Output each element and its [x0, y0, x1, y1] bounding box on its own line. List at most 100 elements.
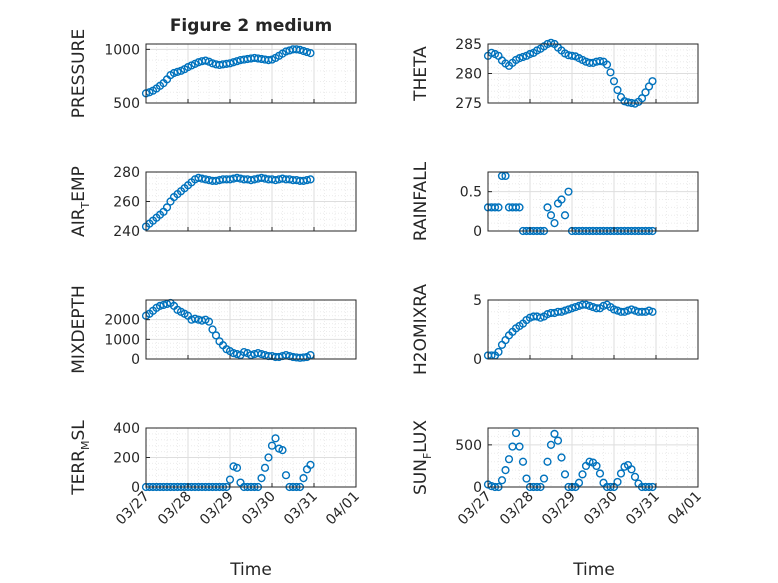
data-point: [585, 301, 594, 311]
y-tick-label: 200: [113, 451, 140, 467]
y-axis-label: H2OMIXRA: [411, 284, 431, 375]
data-point: [515, 442, 524, 451]
data-point: [595, 57, 605, 66]
data-point: [644, 306, 654, 315]
axes-box: [487, 171, 699, 232]
data-point: [264, 55, 273, 65]
data-point: [564, 187, 573, 196]
data-point: [592, 461, 601, 471]
data-point: [494, 347, 503, 357]
data-point: [162, 203, 172, 212]
data-point: [567, 51, 577, 60]
data-point: [299, 353, 308, 362]
data-point: [602, 60, 612, 69]
y-tick-label: 0: [131, 352, 140, 368]
x-tick-label: 03/29: [197, 489, 237, 529]
y-tick-label: 0: [473, 224, 482, 240]
x-tick-label: 03/30: [239, 489, 279, 529]
data-point: [208, 325, 217, 334]
data-point: [490, 203, 500, 212]
data-point: [511, 428, 521, 438]
panel-rainfall: 0 0.5 RAINFALL: [411, 161, 699, 241]
y-tick-label: 0: [473, 352, 482, 368]
data-point: [627, 305, 636, 314]
panel-pressure: 500 1000 PRESSURE: [69, 29, 357, 118]
x-tick-label: 04/01: [665, 489, 705, 529]
data-point: [264, 453, 273, 462]
data-point: [616, 469, 626, 478]
data-point: [564, 305, 573, 314]
data-point: [162, 299, 172, 309]
data-point: [229, 349, 238, 358]
x-tick-label: 03/30: [581, 489, 621, 529]
data-point: [592, 304, 601, 313]
plot-area: [146, 300, 356, 359]
data-point: [557, 307, 566, 316]
y-tick-label: 1000: [104, 332, 140, 348]
axes-box: [487, 299, 699, 360]
y-tick-label: 280: [455, 67, 482, 83]
data-point: [571, 302, 580, 312]
data-point: [169, 68, 179, 78]
y-tick-label: 0: [473, 480, 482, 496]
data-point: [155, 301, 165, 311]
data-point: [550, 429, 559, 439]
data-point: [518, 52, 528, 62]
data-point: [560, 211, 570, 220]
data-point: [302, 176, 312, 185]
data-point: [201, 56, 210, 65]
data-point: [609, 77, 619, 86]
data-point: [515, 203, 524, 212]
y-tick-label: 500: [455, 438, 482, 454]
data-point: [641, 88, 650, 97]
x-tick-label: 03/31: [623, 489, 663, 529]
x-tick-label: 03/31: [281, 489, 321, 529]
y-tick-label: 400: [113, 421, 140, 437]
data-point: [501, 171, 510, 181]
x-tick-label: 03/28: [497, 489, 537, 529]
data-point: [630, 472, 640, 481]
data-point: [613, 85, 622, 95]
figure-title: Figure 2 medium: [170, 16, 332, 36]
data-point: [567, 304, 577, 313]
data-point: [278, 446, 287, 455]
data-point: [295, 45, 305, 55]
data-point: [260, 463, 270, 472]
y-axis-label: MIXDEPTH: [69, 285, 89, 374]
data-point: [511, 203, 521, 212]
y-axis-label: SUNFLUX: [411, 420, 434, 495]
data-point: [306, 49, 315, 58]
data-point: [190, 314, 200, 323]
data-point: [173, 67, 182, 76]
data-point: [543, 457, 552, 466]
y-tick-label: 1000: [104, 42, 140, 58]
y-tick-label: 0: [131, 480, 140, 496]
data-point: [229, 58, 238, 67]
panel-h2omixra: 0 5 H2OMIXRA: [411, 284, 699, 375]
data-point: [239, 348, 249, 357]
data-point: [595, 469, 605, 478]
y-tick-label: 285: [455, 37, 482, 53]
data-point: [609, 305, 619, 314]
data-point: [246, 350, 256, 360]
data-point: [560, 470, 570, 479]
data-point: [557, 195, 566, 204]
data-point: [271, 434, 280, 443]
x-axis-label-right: Time: [572, 560, 615, 580]
axes-box: [145, 43, 357, 104]
data-point: [281, 47, 291, 56]
data-point: [574, 478, 584, 487]
y-tick-label: 2000: [104, 313, 140, 329]
y-axis-label: AIRTEMP: [69, 166, 92, 237]
data-point: [299, 474, 308, 483]
data-point: [504, 455, 514, 464]
y-tick-label: 500: [113, 96, 140, 112]
data-point: [606, 68, 615, 77]
y-tick-label: 280: [113, 165, 140, 181]
x-tick-label: 03/28: [155, 489, 195, 529]
data-point: [267, 441, 277, 450]
y-tick-label: 240: [113, 224, 140, 240]
data-point: [522, 474, 531, 483]
